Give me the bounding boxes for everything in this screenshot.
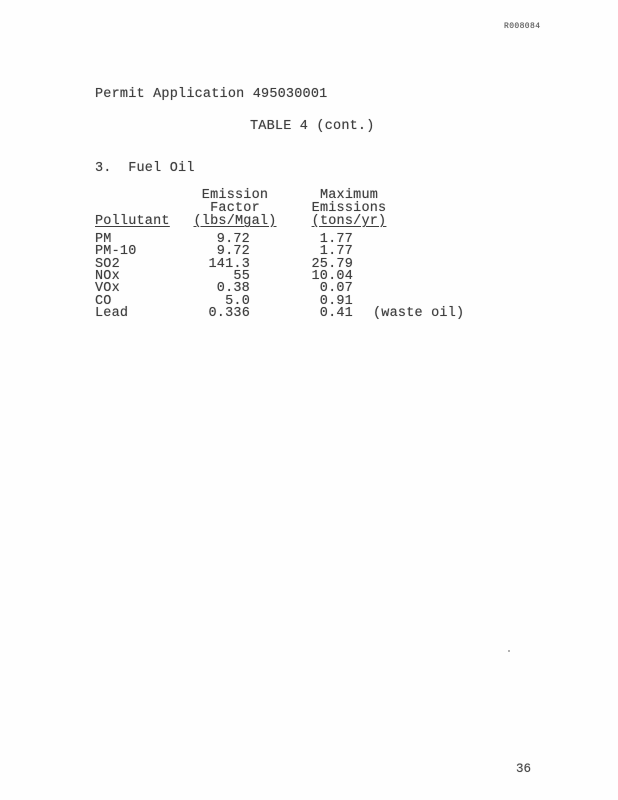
factor-cell: 9.72 <box>216 232 250 247</box>
pollutant-cell: PM-10 <box>95 244 137 259</box>
note-cell <box>353 245 525 258</box>
max-emissions-cell: 1.77 <box>319 232 353 247</box>
column-header-maximum: Maximum <box>319 188 379 203</box>
permit-application-line: Permit Application 495030001 <box>95 87 328 102</box>
table-row: PM 9.72 1.77 <box>95 232 525 247</box>
section-heading: 3. Fuel Oil <box>95 161 195 176</box>
factor-cell: 55 <box>233 269 250 284</box>
pollutant-cell: Lead <box>95 306 129 321</box>
pollutant-cell: CO <box>95 294 112 309</box>
column-header-pollutant: Pollutant <box>95 214 170 229</box>
page-number: 36 <box>516 762 532 776</box>
max-emissions-cell: 0.91 <box>319 294 353 309</box>
pollutant-cell: SO2 <box>95 257 120 272</box>
max-emissions-cell: 1.77 <box>319 244 353 259</box>
note-cell <box>353 282 525 295</box>
table-row: PM-10 9.72 1.77 <box>95 244 525 259</box>
table-row: CO 5.0 0.91 <box>95 294 525 309</box>
table-row: SO2 141.3 25.79 <box>95 257 525 272</box>
factor-cell: 9.72 <box>216 244 250 259</box>
max-emissions-cell: 10.04 <box>311 269 353 284</box>
table-row: Lead 0.336 0.41 (waste oil) <box>95 306 525 321</box>
max-emissions-cell: 25.79 <box>311 257 353 272</box>
max-emissions-cell: 0.07 <box>319 281 353 296</box>
table-title: TABLE 4 (cont.) <box>250 119 375 134</box>
bates-stamp: R008084 <box>504 22 541 31</box>
table-row: VOx 0.38 0.07 <box>95 281 525 296</box>
max-emissions-cell: 0.41 <box>319 306 353 321</box>
pollutant-cell: NOx <box>95 269 120 284</box>
column-header-factor-units: (lbs/Mgal) <box>193 214 277 229</box>
column-header-factor: Factor <box>210 201 260 216</box>
factor-cell: 5.0 <box>225 294 250 309</box>
factor-cell: 0.336 <box>208 306 250 321</box>
note-cell: (waste oil) <box>373 306 465 321</box>
table-row: NOx 55 10.04 <box>95 269 525 284</box>
scan-artifact-dot <box>508 650 510 652</box>
pollutant-cell: PM <box>95 232 112 247</box>
column-header-emissions: Emissions <box>311 201 387 216</box>
factor-cell: 0.38 <box>216 281 250 296</box>
column-header-emission: Emission <box>201 188 269 203</box>
column-header-max-units: (tons/yr) <box>311 214 387 229</box>
factor-cell: 141.3 <box>208 257 250 272</box>
pollutant-cell: VOx <box>95 281 120 296</box>
